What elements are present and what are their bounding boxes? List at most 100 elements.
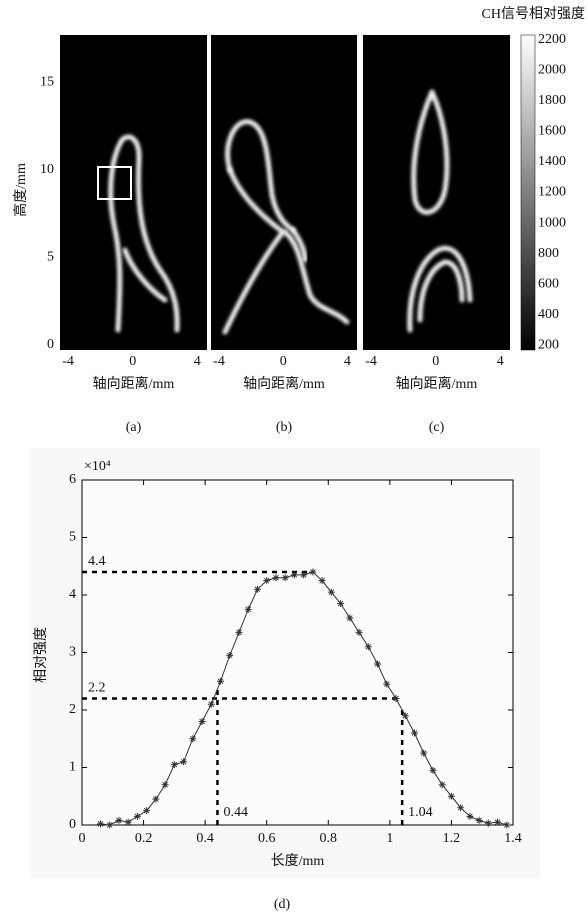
data-point <box>503 821 511 829</box>
reference-label: 1.04 <box>408 805 433 820</box>
image-b <box>211 35 357 350</box>
data-point <box>484 819 492 827</box>
y-tick-label: 2 <box>69 702 76 717</box>
data-point <box>309 568 317 576</box>
colorbar-tick-label: 2200 <box>538 32 566 47</box>
x-tick-label: 1.2 <box>443 831 461 846</box>
caption: (b) <box>276 420 293 435</box>
y-tick-label: 5 <box>47 249 54 264</box>
flame-b <box>222 119 350 335</box>
y-tick-label: 10 <box>40 162 54 177</box>
colorbar-tick-label: 2000 <box>538 62 566 77</box>
image-c <box>363 35 510 350</box>
data-point <box>235 628 243 636</box>
x-tick-label: 0.6 <box>258 831 276 846</box>
data-point <box>207 700 215 708</box>
data-point <box>410 729 418 737</box>
data-point <box>447 792 455 800</box>
colorbar <box>520 34 536 351</box>
y-tick-label: 4 <box>69 587 76 602</box>
x-axis-label: 轴向距离/mm <box>396 375 478 392</box>
data-point <box>189 735 197 743</box>
y-tick-label: 1 <box>69 760 76 775</box>
colorbar-tick-label: 1000 <box>538 215 566 230</box>
y-tick-label: 6 <box>69 472 76 487</box>
image-a <box>60 35 207 350</box>
data-point <box>161 781 169 789</box>
colorbar-tick-label: 800 <box>538 246 559 261</box>
data-point <box>143 807 151 815</box>
data-point <box>115 816 123 824</box>
x-axis-label: 轴向距离/mm <box>93 375 175 392</box>
x-tick-label: 0.4 <box>196 831 214 846</box>
reference-label: 0.44 <box>223 805 248 820</box>
y-tick-label: 15 <box>40 74 54 89</box>
colorbar-tick-label: 1600 <box>538 124 566 139</box>
reference-label: 2.2 <box>88 681 106 696</box>
data-point <box>106 821 114 829</box>
x-tick-label: -4 <box>213 354 225 369</box>
x-tick-label: 4 <box>194 354 201 369</box>
x-tick-label: 4 <box>497 354 504 369</box>
data-point <box>96 820 104 828</box>
flame-a <box>97 134 180 333</box>
x-tick-label: 1 <box>386 831 393 846</box>
y-tick-label: 5 <box>69 530 76 545</box>
y-tick-label: 0 <box>69 817 76 832</box>
caption: (c) <box>429 420 445 435</box>
plot-frame <box>81 479 514 826</box>
data-point <box>438 781 446 789</box>
data-point <box>364 643 372 651</box>
colorbar-tick-label: 200 <box>538 338 559 353</box>
colorbar-title: CH信号相对强度 <box>482 6 585 22</box>
data-point <box>346 614 354 622</box>
data-point <box>300 571 308 579</box>
x-tick-label: -4 <box>365 354 377 369</box>
data-point <box>429 766 437 774</box>
data-point <box>272 574 280 582</box>
data-point <box>180 758 188 766</box>
reference-label: 4.4 <box>88 554 106 569</box>
x-axis-label: 长度/mm <box>271 853 325 869</box>
data-point <box>494 818 502 826</box>
x-tick-label: 0.2 <box>135 831 153 846</box>
x-tick-label: 4 <box>344 354 351 369</box>
colorbar-tick-label: 600 <box>538 276 559 291</box>
colorbar-tick-label: 1800 <box>538 93 566 108</box>
colorbar-tick-label: 1400 <box>538 154 566 169</box>
data-point <box>281 574 289 582</box>
x-tick-label: 0 <box>129 354 136 369</box>
data-point <box>217 677 225 685</box>
data-point <box>244 605 252 613</box>
x-tick-label: 0 <box>432 354 439 369</box>
y-axis-label: 高度/mm <box>12 163 29 217</box>
caption: (a) <box>126 420 142 435</box>
data-point <box>420 749 428 757</box>
data-point <box>466 812 474 820</box>
data-point <box>337 600 345 608</box>
colorbar-tick-label: 1200 <box>538 185 566 200</box>
data-point <box>383 680 391 688</box>
x-axis-label: 轴向距离/mm <box>243 375 325 392</box>
data-point <box>124 818 132 826</box>
data-point <box>475 816 483 824</box>
data-point <box>355 628 363 636</box>
data-point <box>263 577 271 585</box>
y-tick-label: 0 <box>47 337 54 352</box>
data-point <box>170 761 178 769</box>
x-tick-label: 1.4 <box>504 831 522 846</box>
y-multiplier: ×10⁴ <box>84 459 111 474</box>
data-point <box>374 660 382 668</box>
data-point <box>133 812 141 820</box>
data-point <box>318 577 326 585</box>
data-point <box>290 571 298 579</box>
x-tick-label: 0 <box>280 354 287 369</box>
flame-c <box>407 89 473 333</box>
colorbar-tick-label: 400 <box>538 307 559 322</box>
data-point <box>401 712 409 720</box>
data-point <box>198 718 206 725</box>
x-tick-label: 0.8 <box>320 831 338 846</box>
data-point <box>152 795 160 803</box>
y-tick-label: 3 <box>69 645 76 660</box>
